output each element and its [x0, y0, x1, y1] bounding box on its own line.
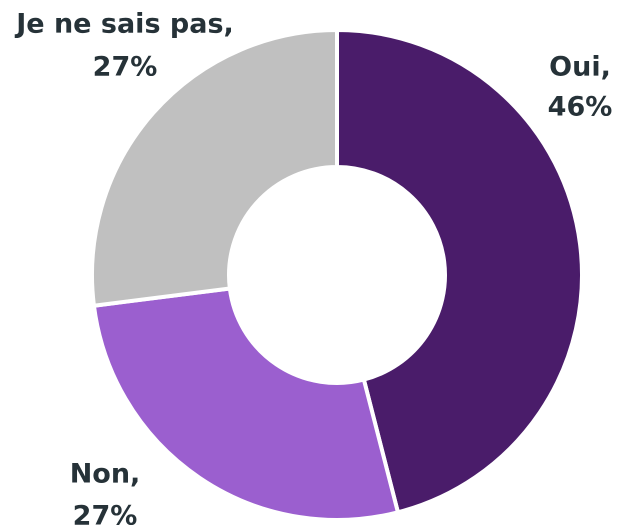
donut-slice	[90, 27, 339, 308]
slice-value-label: 27%	[73, 501, 138, 532]
donut-slice	[91, 286, 401, 522]
slice-label: Non,	[70, 459, 141, 490]
slice-value-label: 46%	[548, 92, 613, 123]
slice-label: Je ne sais pas,	[14, 9, 234, 40]
donut-slice	[335, 27, 584, 515]
slice-value-label: 27%	[93, 52, 158, 83]
slice-label: Oui,	[549, 52, 611, 83]
